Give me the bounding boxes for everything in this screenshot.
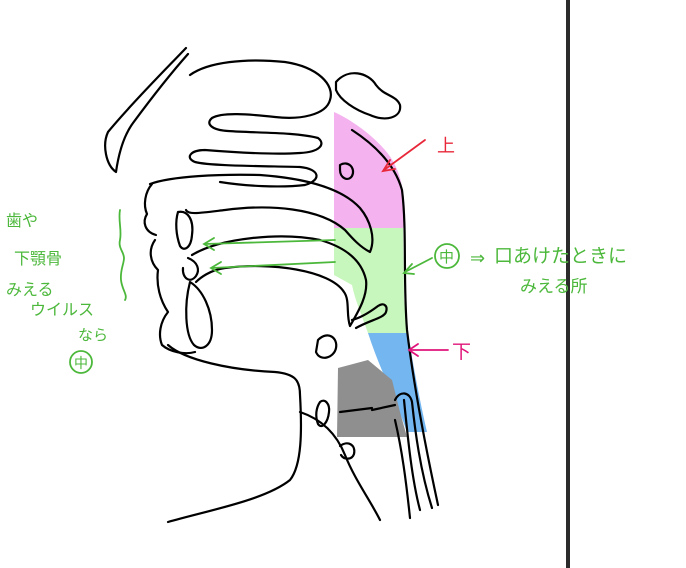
vocal-fold-upper [338,406,374,414]
chin-and-jaw-outline [166,343,303,524]
vocal-fold-lower [370,403,397,412]
trachea-back-wall [393,418,412,520]
upper-pointer-arrow [383,139,426,171]
side-note: 歯や 下顎骨 みえる ウイルス なら 中 [6,211,108,372]
nasal-turbinate-outline [188,59,332,188]
upper-label: 上 [437,136,455,157]
lower-label: 下 [452,341,471,363]
middle-pointer-arrow [404,257,433,273]
trachea-front-wall [298,410,382,522]
middle-note-line1: 口あけたときに [494,245,627,267]
epiglottis-outline [350,303,388,330]
cricoid-outline [338,442,356,460]
middle-label: 中 [439,248,454,266]
middle-pointer-head [402,263,415,275]
lower-lip-outline [149,238,197,355]
lower-tooth [185,280,214,349]
side-note-circle [69,350,93,374]
upper-lip-outline [143,182,158,237]
middle-label-circle [434,243,460,269]
pane-divider[interactable] [566,0,570,568]
middle-note-line2: みえる所 [520,277,588,297]
view-arrow-lower-head [209,261,222,275]
upper-tooth [175,210,194,250]
view-arrow-upper [204,239,336,245]
sinus-blob-outline [334,72,402,120]
thyroid-cartilage-outline [315,399,331,428]
lower-pointer-head [407,343,419,357]
view-arrow-lower [211,261,336,269]
side-note-line1: 歯や [6,211,38,230]
side-note-line3: みえる [6,280,54,299]
upper-pointer-head [381,159,396,173]
side-note-line5: なら [78,326,108,344]
side-brace [118,209,127,301]
view-arrow-upper-head [202,237,215,251]
upper-pharynx-region [334,112,405,228]
larynx-region [337,360,407,437]
middle-note-arrow: ⇒ [470,248,485,269]
esophagus-outline [393,392,434,510]
esophagus-inner-line [402,398,422,512]
tongue-tip [181,256,199,281]
side-note-line4: ウイルス [30,300,94,319]
right-pane [570,0,686,568]
nasal-bone-outline [104,46,190,174]
hard-palate-outline [148,173,374,254]
drawing-canvas[interactable] [0,0,566,568]
hyoid-outline [314,334,338,359]
side-note-line2: 下顎骨 [14,249,62,268]
middle-pharynx-region [334,228,408,333]
nasopharynx-blob [338,162,355,180]
side-note-circle-label: 中 [74,356,88,372]
